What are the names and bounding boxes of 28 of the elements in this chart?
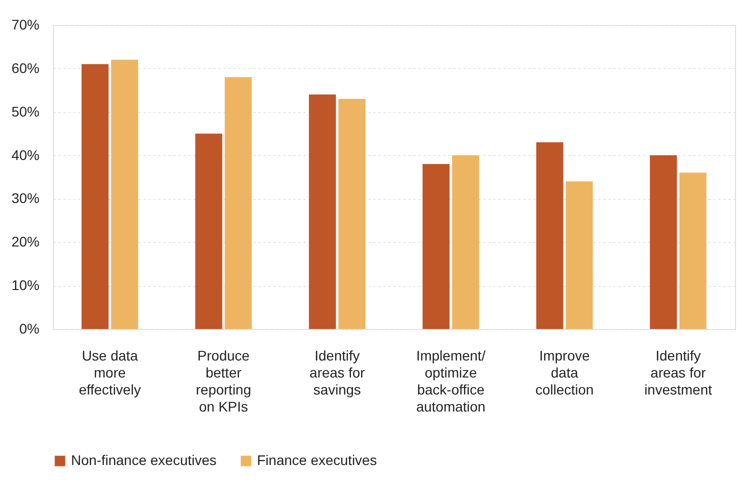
x-tick-label: Use data more effectively	[78, 348, 141, 398]
legend-label: Finance executives	[257, 452, 377, 468]
bar	[566, 181, 593, 329]
bar	[111, 60, 138, 329]
bar	[422, 164, 450, 329]
bar	[224, 77, 252, 329]
bar	[536, 142, 564, 329]
x-tick-label: Identify areas for investment	[644, 348, 712, 398]
legend-label: Non-finance executives	[71, 452, 217, 468]
x-tick-label: Produce better reporting on KPIs	[196, 348, 252, 414]
y-tick-label: 30%	[11, 190, 40, 206]
bar	[308, 94, 336, 329]
y-tick-label: 70%	[11, 16, 40, 32]
y-tick-label: 40%	[11, 146, 40, 163]
y-tick-label: 50%	[11, 103, 40, 120]
x-tick-label: Improve data collection	[535, 348, 594, 398]
x-tick-label: Identify areas for savings	[310, 348, 366, 398]
bar	[82, 64, 109, 329]
y-tick-label: 10%	[11, 277, 40, 294]
bar	[452, 155, 480, 329]
bar	[338, 98, 366, 329]
bar	[679, 172, 706, 329]
y-tick-label: 60%	[11, 60, 40, 76]
bar	[650, 155, 677, 329]
x-tick-label: Implement/ optimize back-office automation	[416, 348, 486, 414]
bar	[195, 134, 222, 329]
y-tick-label: 20%	[11, 234, 40, 250]
y-tick-label: 0%	[19, 320, 40, 336]
